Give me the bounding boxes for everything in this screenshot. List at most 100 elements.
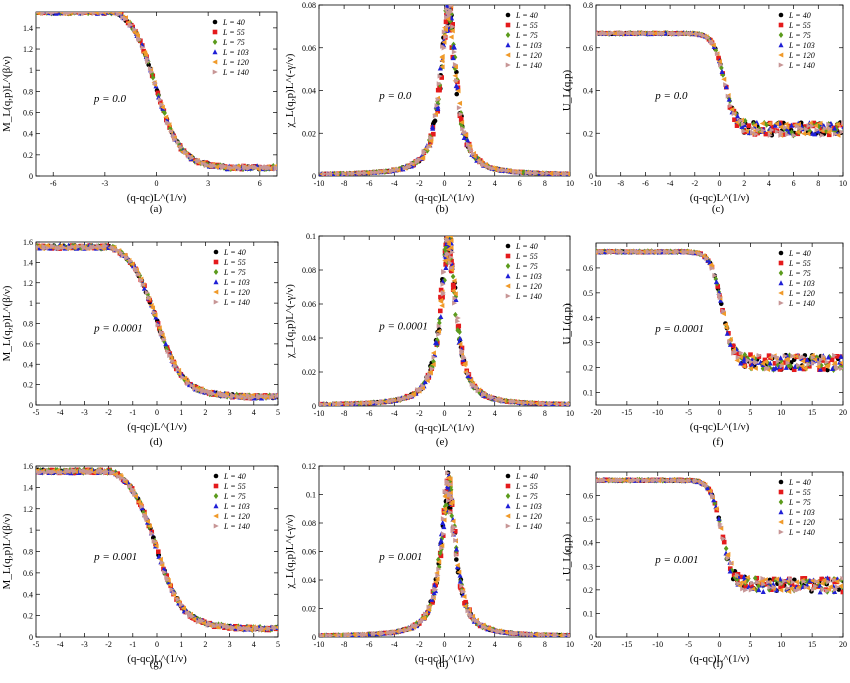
x-tick-label: -2 — [105, 408, 112, 417]
x-tick-label: 0 — [718, 408, 722, 417]
series-L55-point — [203, 160, 209, 165]
series-L103-point — [804, 357, 810, 363]
series-L140-point — [123, 254, 130, 260]
series-L40-point — [571, 633, 576, 638]
series-L140-point — [775, 359, 781, 365]
series-L103-point — [746, 584, 752, 590]
x-tick-label: 4 — [252, 408, 256, 417]
series-L120-point — [71, 245, 77, 251]
series-L120-point — [457, 341, 463, 347]
series-L55-point — [427, 140, 433, 145]
p-annotation: p = 0.0 — [378, 90, 412, 102]
series-L103-point — [825, 354, 831, 360]
series-L120-point — [812, 123, 819, 129]
series-L140-point — [277, 627, 278, 633]
x-tick-label: 2 — [203, 640, 207, 649]
series-L140-point — [839, 366, 843, 372]
series-L40-point — [431, 119, 437, 125]
series-L120-point — [428, 138, 434, 144]
x-tick-label: -2 — [416, 409, 423, 418]
y-tick-label: 0.8 — [583, 1, 593, 10]
legend-marker-L75 — [778, 499, 784, 505]
series-L75-point — [571, 171, 576, 177]
series-L75-point — [473, 155, 478, 162]
series-L140-point — [109, 470, 115, 476]
series-L120-point — [379, 168, 385, 174]
legend-entry: L = 40 — [515, 11, 538, 20]
series-L120-point — [445, 475, 451, 481]
series-L103-point — [838, 353, 843, 359]
series-L140-point — [350, 170, 356, 176]
legend-entry: L = 75 — [788, 269, 811, 278]
panel-c: -10 -8 -6 -4 -2 0 2 4 6 8 1000.20.40.60.8(q-qc)L^(… — [561, 1, 847, 215]
series-L140-point — [538, 632, 544, 637]
panel-label: (d) — [150, 436, 163, 448]
series-L55-point — [731, 572, 737, 578]
legend-marker-L103 — [778, 509, 784, 515]
series-L140-point — [754, 360, 760, 366]
series-L140-point — [455, 315, 461, 321]
series-L140-point — [679, 31, 685, 37]
x-axis-label: (q-qc)L^(1/ν) — [415, 422, 475, 434]
series-L140-point — [461, 589, 467, 595]
legend-marker-L140 — [505, 523, 511, 529]
series-L140-point — [69, 12, 75, 15]
series-L120-point — [171, 360, 177, 366]
series-L140-point — [596, 478, 601, 483]
x-tick-label: -6 — [366, 409, 373, 418]
series-L75-point — [450, 273, 456, 280]
series-L140-point — [684, 30, 690, 36]
series-L140-point — [501, 167, 507, 173]
series-L55-point — [803, 124, 808, 129]
legend-entry: L = 103 — [515, 41, 542, 50]
series-L140-point — [42, 470, 49, 476]
series-L140-point — [826, 121, 832, 127]
series-L140-point — [362, 170, 368, 176]
series-L55-point — [805, 125, 811, 130]
series-L55-point — [769, 124, 775, 130]
series-L140-point — [660, 30, 666, 37]
series-L140-point — [796, 362, 802, 368]
series-L120-point — [277, 397, 278, 399]
x-tick-label: -10 — [314, 179, 325, 188]
series-L140-point — [790, 579, 796, 585]
x-tick-label: -10 — [591, 179, 602, 188]
series-L140-point — [224, 393, 230, 399]
series-L140-point — [84, 12, 90, 15]
legend-marker-L75 — [778, 32, 784, 38]
series-L120-point — [450, 518, 456, 524]
x-axis-label: (q-qc)L^(1/ν) — [127, 653, 187, 665]
series-L140-point — [736, 580, 742, 586]
series-L140-point — [241, 163, 247, 169]
y-tick-label: 1.4 — [23, 24, 33, 33]
series-L140-point — [251, 394, 257, 400]
series-L103-point — [465, 137, 471, 143]
series-L140-point — [480, 162, 487, 168]
series-L120-point — [795, 585, 801, 591]
data-points — [36, 12, 277, 173]
series-L140-point — [728, 560, 734, 566]
series-L120-point — [572, 633, 577, 638]
series-L140-point — [187, 611, 193, 617]
series-L140-point — [452, 61, 458, 68]
series-L140-point — [756, 352, 762, 358]
series-L140-point — [328, 632, 334, 637]
series-L140-point — [444, 6, 450, 12]
series-L55-point — [819, 576, 825, 582]
series-L55-point — [755, 130, 760, 136]
p-annotation: p = 0.001 — [93, 551, 137, 563]
series-L55-point — [736, 351, 741, 356]
series-L55-point — [749, 584, 754, 590]
series-L140-point — [40, 12, 46, 17]
series-L140-point — [524, 170, 530, 176]
legend-entry: L = 120 — [223, 288, 250, 297]
series-L140-point — [793, 587, 799, 594]
series-L120-point — [445, 0, 450, 3]
series-L120-point — [132, 493, 138, 499]
series-L140-point — [380, 630, 386, 636]
series-L103-point — [713, 279, 719, 285]
series-L140-point — [409, 160, 415, 166]
legend-entry: L = 40 — [222, 18, 245, 27]
series-L120-point — [449, 499, 455, 505]
series-L140-point — [725, 555, 731, 561]
